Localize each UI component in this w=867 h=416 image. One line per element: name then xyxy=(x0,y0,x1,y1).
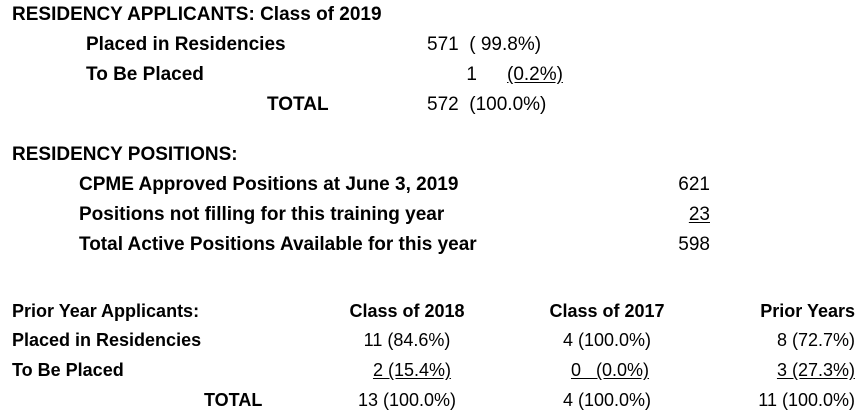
prior-total-label: TOTAL xyxy=(204,390,263,410)
positions-approved-label: CPME Approved Positions at June 3, 2019 xyxy=(79,174,459,195)
prior-heading: Prior Year Applicants: xyxy=(12,301,200,321)
applicants-tobe-pct: (0.2%) xyxy=(507,64,563,85)
positions-heading: RESIDENCY POSITIONS: xyxy=(12,144,238,165)
applicants-total-value: 572 (100.0%) xyxy=(427,94,547,115)
applicants-placed-label: Placed in Residencies xyxy=(86,34,286,55)
positions-approved-value: 621 xyxy=(678,174,710,195)
prior-total-prior: 11 (100.0%) xyxy=(758,390,855,410)
prior-col-prior: Prior Years xyxy=(760,301,855,321)
positions-active-value: 598 xyxy=(678,234,710,255)
prior-col-2017: Class of 2017 xyxy=(549,301,665,321)
applicants-placed-value: 571 ( 99.8%) xyxy=(427,34,542,55)
positions-notfilling-label: Positions not filling for this training … xyxy=(79,204,445,225)
prior-tobe-label: To Be Placed xyxy=(12,360,124,380)
applicants-tobe-label: To Be Placed xyxy=(86,64,204,85)
applicants-heading: RESIDENCY APPLICANTS: Class of 2019 xyxy=(12,4,382,25)
prior-tobe-2017: 0 (0.0%) xyxy=(570,360,650,380)
prior-tobe-2017-wrap: 0 (0.0%) xyxy=(522,361,692,379)
prior-col-2018: Class of 2018 xyxy=(349,301,465,321)
positions-active-label: Total Active Positions Available for thi… xyxy=(79,234,477,255)
positions-notfilling-value-wrap: 23 xyxy=(640,205,710,224)
positions-notfilling-value: 23 xyxy=(688,204,710,225)
applicants-tobe-count: 1 xyxy=(466,64,477,85)
prior-total-2018: 13 (100.0%) xyxy=(357,390,457,410)
prior-placed-prior: 8 (72.7%) xyxy=(776,330,855,350)
prior-total-2017: 4 (100.0%) xyxy=(562,390,652,410)
prior-tobe-2018: 2 (15.4%) xyxy=(372,360,452,380)
prior-tobe-2018-wrap: 2 (15.4%) xyxy=(322,361,492,379)
prior-tobe-prior: 3 (27.3%) xyxy=(776,360,855,380)
applicants-total-label: TOTAL xyxy=(267,94,329,115)
applicants-tobe-value: 1 (0.2%) xyxy=(427,65,577,84)
prior-tobe-prior-wrap: 3 (27.3%) xyxy=(700,361,855,379)
prior-placed-2017: 4 (100.0%) xyxy=(562,330,652,350)
prior-placed-label: Placed in Residencies xyxy=(12,330,202,350)
prior-placed-2018: 11 (84.6%) xyxy=(363,330,451,350)
